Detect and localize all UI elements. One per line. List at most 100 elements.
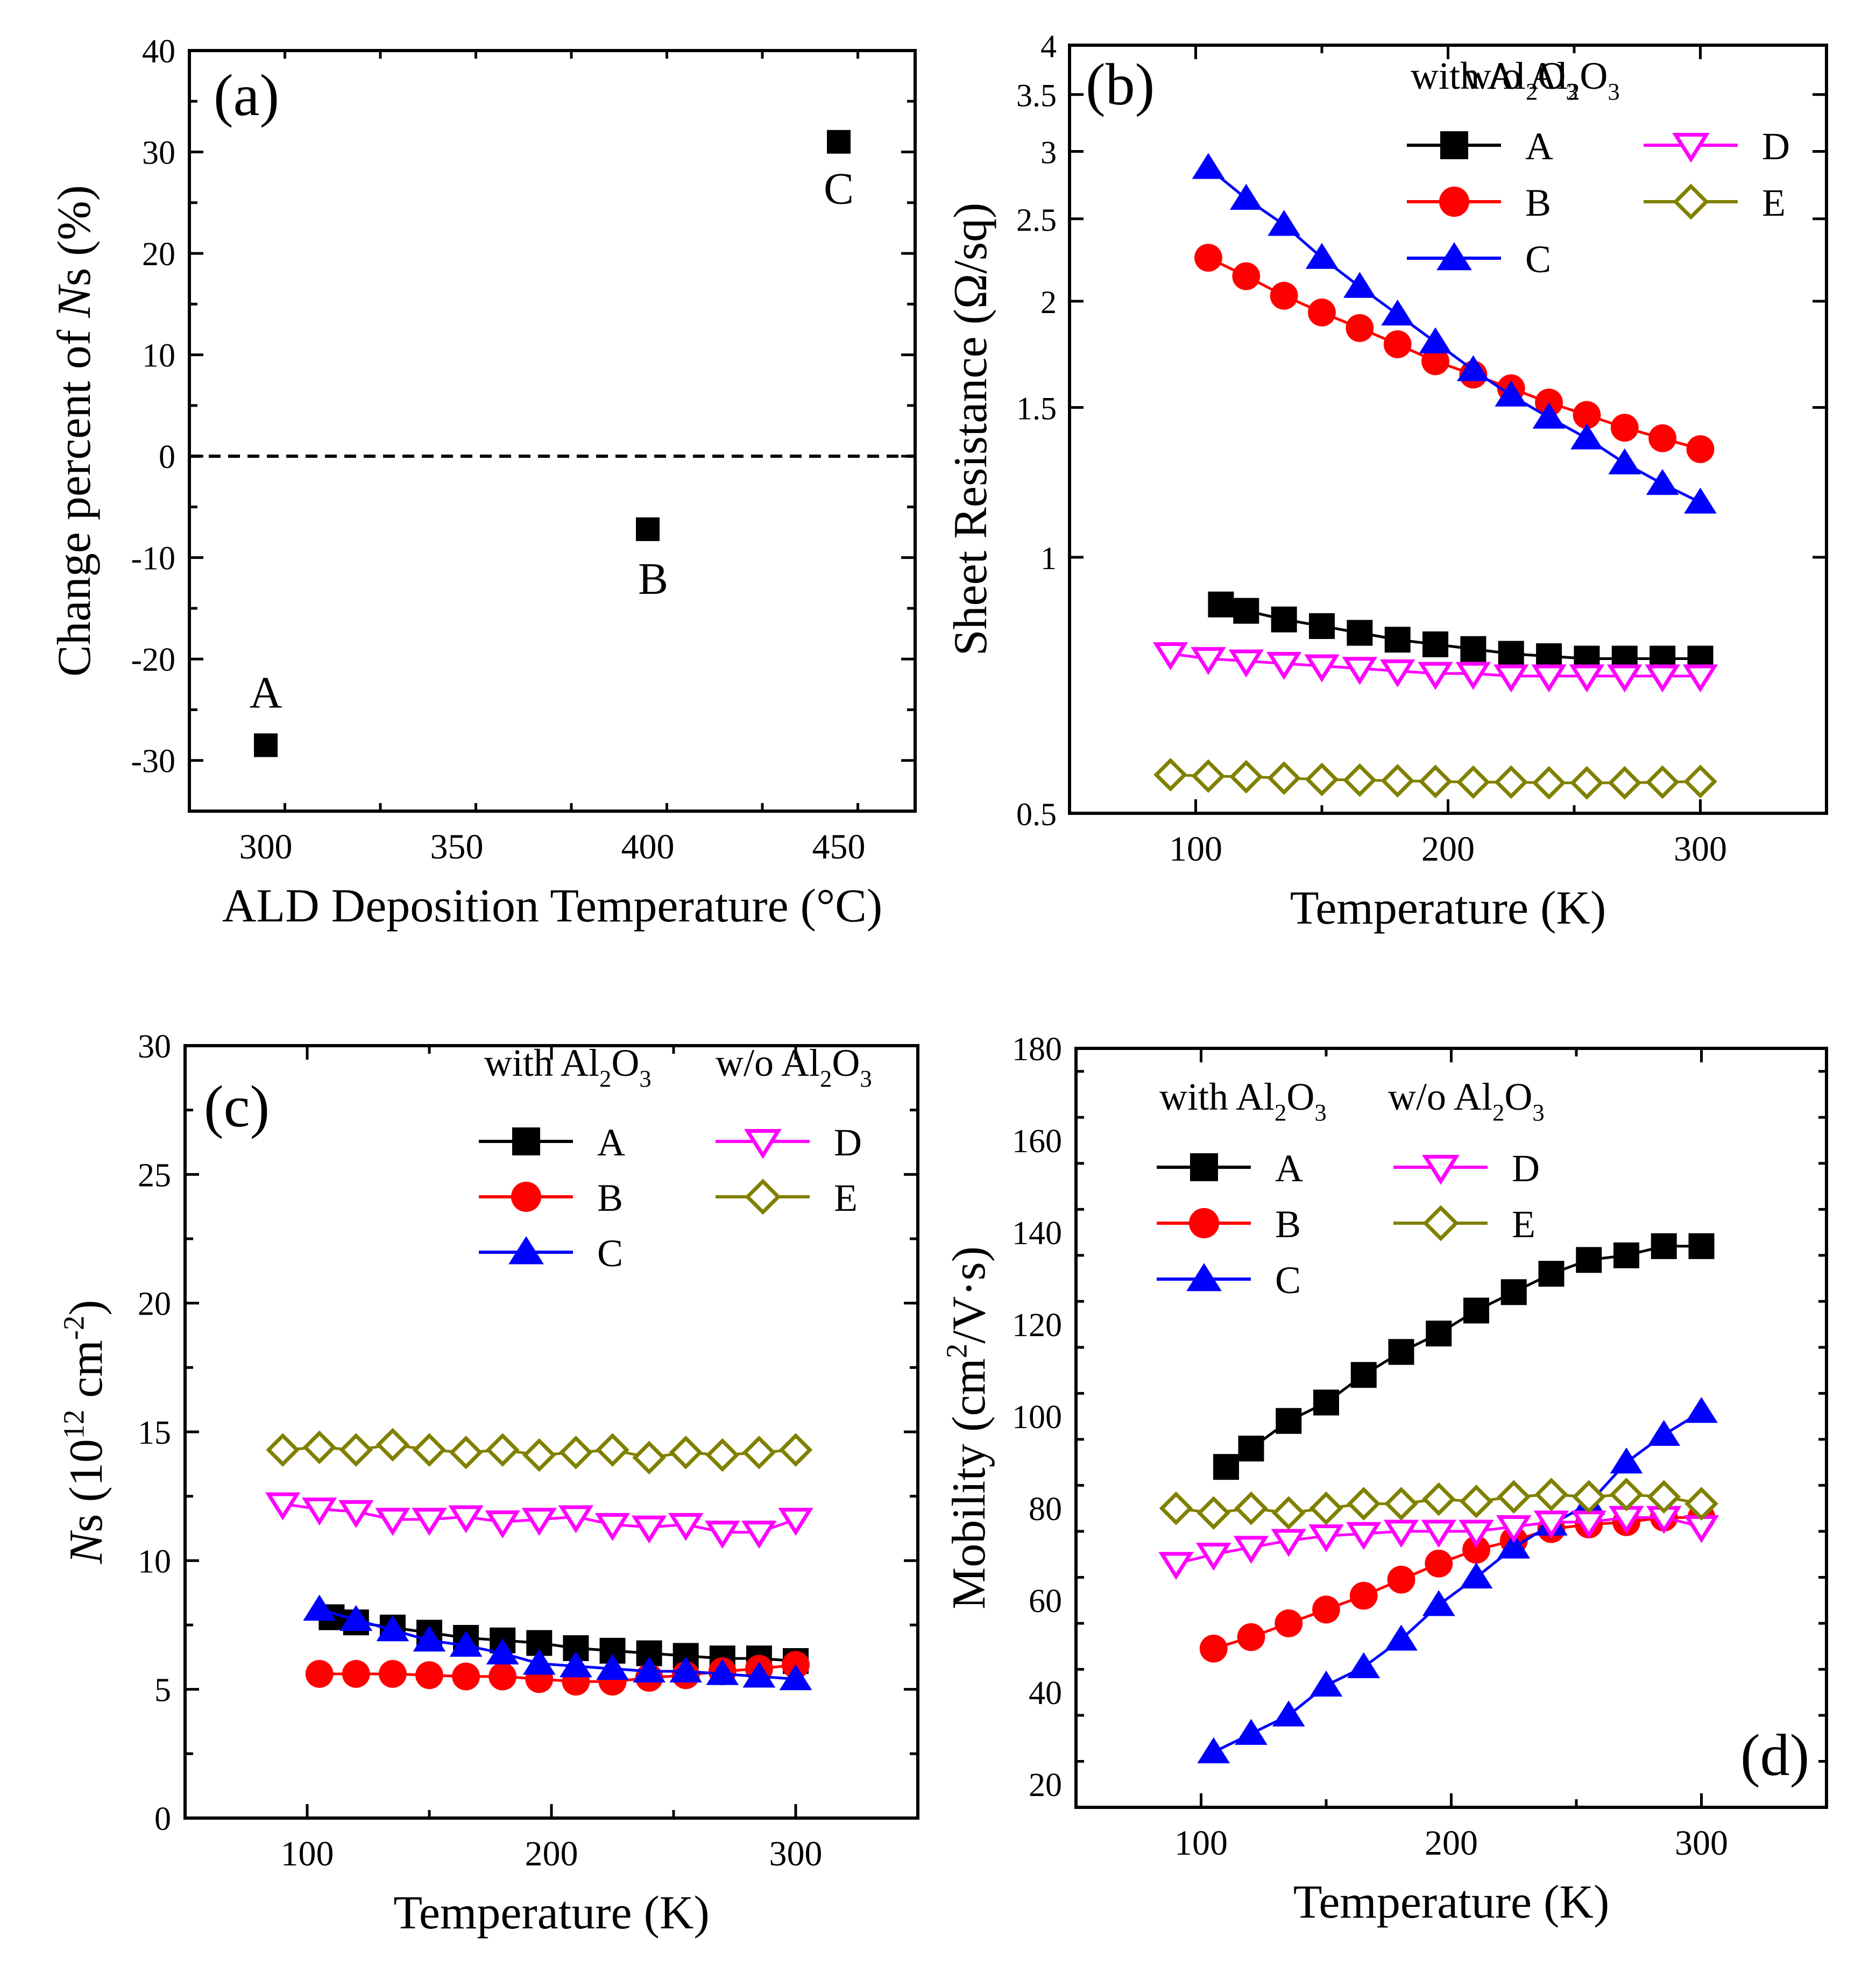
panel-label: (d) — [1740, 1722, 1809, 1788]
data-point — [742, 1435, 776, 1470]
data-point — [706, 1659, 739, 1685]
data-point — [1379, 659, 1415, 688]
x-tick-label: 200 — [1421, 829, 1475, 869]
data-point — [1456, 765, 1490, 799]
data-point — [1197, 1737, 1230, 1764]
data-point — [1610, 414, 1639, 442]
data-point — [1276, 1408, 1302, 1434]
data-point — [1191, 647, 1226, 676]
data-point — [1608, 448, 1641, 474]
legend-entry-e: E — [716, 1176, 858, 1219]
legend-label: D — [1762, 125, 1790, 168]
y-tick-label: 30 — [138, 1028, 171, 1065]
legend-label: D — [834, 1121, 862, 1164]
data-point — [1685, 1396, 1718, 1423]
data-point — [1570, 765, 1604, 800]
legend-entry-a: A — [479, 1121, 625, 1164]
data-point — [1573, 401, 1601, 429]
data-point — [1275, 1609, 1303, 1637]
panel-label: (a) — [214, 62, 279, 128]
legend-entry-a: A — [1157, 1147, 1303, 1190]
data-point — [1381, 299, 1414, 326]
data-point — [1229, 183, 1263, 210]
panel-a: 300 350 400 450 -30 -20 -10 0 10 20 30 40 ALD Deposi… — [48, 33, 917, 932]
data-point — [338, 1500, 374, 1528]
data-point — [413, 1626, 446, 1652]
data-point — [1152, 642, 1188, 671]
data-point — [741, 1521, 777, 1549]
y-tick-label: 10 — [142, 338, 175, 374]
data-point — [779, 1664, 812, 1691]
data-point — [1235, 1719, 1268, 1745]
data-point — [559, 1435, 593, 1470]
x-tick-label: 100 — [1169, 829, 1222, 869]
y-tick-label: 1.5 — [1016, 391, 1057, 427]
data-point — [1343, 272, 1376, 298]
y-tick-label: 30 — [142, 135, 175, 172]
y-tick-label: 160 — [1012, 1123, 1062, 1160]
data-point-a — [254, 733, 278, 757]
data-point — [1421, 1520, 1456, 1548]
data-point — [1346, 1522, 1382, 1550]
data-point — [303, 1594, 336, 1621]
data-point — [1460, 1562, 1493, 1589]
x-tick-label: 350 — [430, 827, 484, 867]
data-point — [378, 1660, 407, 1688]
legend-label: E — [834, 1176, 858, 1219]
series-b — [1194, 244, 1715, 463]
data-point — [558, 1505, 594, 1534]
legend-entry-c: C — [479, 1232, 623, 1275]
data-point — [376, 1428, 410, 1462]
legend-entry-d: D — [1393, 1147, 1540, 1190]
data-point — [1194, 244, 1222, 272]
legend-marker — [745, 1179, 781, 1215]
legend-heading-without: w/o Al2O3 — [716, 1041, 872, 1092]
data-point — [1347, 1487, 1381, 1521]
data-point — [668, 1513, 704, 1541]
data-point — [1271, 1529, 1306, 1557]
data-point — [1613, 1242, 1639, 1268]
data-point — [1645, 664, 1680, 693]
data-point — [1607, 664, 1643, 693]
data-point — [1608, 765, 1642, 800]
y-tick-label: 1 — [1040, 541, 1057, 576]
legend-entry-e: E — [1644, 181, 1786, 224]
data-point — [705, 1521, 740, 1549]
data-point — [1199, 1635, 1228, 1663]
panel-d: 100 200 300 20 40 60 80 100 120 140 160 180 Temperat… — [940, 1031, 1828, 1928]
legend: with Al2O3 w/o Al2O3 ABC DE — [1157, 1075, 1545, 1302]
data-point — [1309, 1670, 1343, 1697]
data-point — [596, 1433, 629, 1467]
data-point — [1645, 765, 1680, 799]
legend-label: C — [597, 1232, 623, 1275]
legend-marker — [1422, 1205, 1459, 1241]
series-b — [1199, 1503, 1716, 1663]
legend-heading-with: with Al2O3 — [484, 1041, 652, 1092]
data-point — [521, 1508, 557, 1536]
data-point-c — [827, 130, 851, 154]
data-point — [1647, 1480, 1681, 1514]
data-point — [1270, 281, 1298, 310]
y-axis-label: Change percent of Ns (%) — [48, 185, 101, 677]
x-tick-label: 300 — [239, 827, 293, 867]
data-point — [1534, 1478, 1568, 1511]
data-point — [596, 1653, 629, 1680]
y-tick-label: 0.5 — [1016, 797, 1057, 832]
series-a — [1213, 1233, 1715, 1480]
legend-marker — [1672, 133, 1710, 163]
y-tick-label: 180 — [1012, 1031, 1062, 1068]
data-point — [1462, 1536, 1490, 1564]
data-point — [1422, 1590, 1455, 1616]
y-tick-label: 15 — [138, 1415, 171, 1451]
data-point — [1684, 487, 1717, 514]
legend-marker — [744, 1129, 782, 1159]
y-axis-label: Sheet Resistance (Ω/sq) — [945, 203, 997, 656]
panel-b: 100 200 300 0.5 1 1.5 2 2.5 3 3.5 4 Temperature (K)… — [945, 29, 1828, 934]
point-label-b: B — [638, 554, 668, 604]
y-tick-label: 0 — [154, 1801, 171, 1837]
data-point — [1229, 760, 1263, 794]
legend-heading-with: with Al2O3 — [1159, 1075, 1327, 1126]
data-point — [375, 1508, 410, 1536]
legend-entry-d: D — [1644, 125, 1790, 168]
